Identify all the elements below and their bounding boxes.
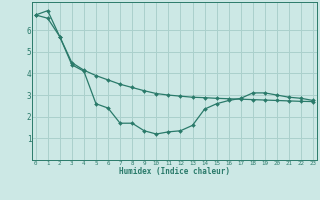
X-axis label: Humidex (Indice chaleur): Humidex (Indice chaleur) — [119, 167, 230, 176]
